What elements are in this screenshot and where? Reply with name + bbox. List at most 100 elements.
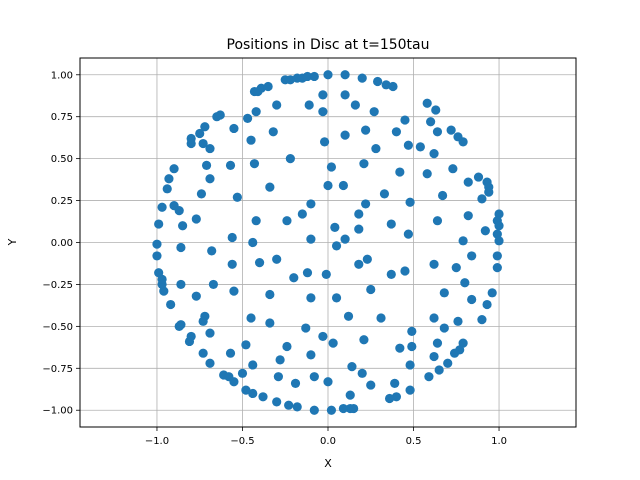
data-point-115 (429, 313, 439, 323)
data-point-192 (272, 254, 282, 264)
y-tick-label-5: 0.25 (51, 196, 73, 207)
data-point-201 (361, 199, 371, 209)
data-point-48 (292, 402, 302, 412)
x-axis-ticks: −1.0 −0.5 0.0 0.5 1.0 (145, 427, 507, 447)
data-point-144 (321, 269, 331, 279)
data-point-45 (338, 403, 348, 414)
data-point-157 (309, 372, 319, 382)
data-point-118 (432, 216, 443, 226)
data-point-37 (443, 358, 453, 368)
data-point-173 (198, 316, 208, 326)
data-point-29 (492, 251, 502, 261)
data-point-14 (243, 113, 253, 123)
chart-title: Positions in Disc at t=150tau (227, 37, 430, 53)
data-point-182 (205, 143, 215, 154)
data-point-203 (330, 222, 340, 233)
data-point-70 (154, 219, 164, 229)
data-point-210 (232, 192, 242, 202)
data-point-44 (349, 403, 359, 414)
data-point-5 (309, 71, 319, 82)
data-point-128 (400, 266, 410, 276)
data-point-146 (289, 273, 299, 283)
data-point-131 (366, 284, 376, 295)
x-axis-label: X (324, 457, 332, 470)
data-point-145 (302, 268, 313, 278)
data-point-133 (395, 343, 405, 353)
data-point-16 (431, 105, 441, 115)
data-point-81 (253, 86, 263, 97)
data-point-130 (362, 254, 372, 264)
data-point-171 (205, 328, 215, 338)
data-point-184 (225, 160, 236, 170)
data-point-62 (174, 321, 184, 331)
y-tick-label-3: −0.25 (42, 280, 73, 291)
data-point-105 (467, 251, 477, 261)
data-point-204 (340, 234, 350, 244)
data-point-113 (407, 341, 417, 352)
data-point-211 (174, 206, 184, 216)
data-point-150 (241, 340, 251, 350)
data-point-69 (152, 239, 162, 249)
data-point-207 (331, 293, 342, 303)
data-point-168 (207, 246, 217, 256)
data-point-123 (371, 143, 381, 154)
data-point-205 (331, 241, 342, 251)
data-point-89 (369, 107, 379, 117)
data-point-109 (453, 316, 463, 326)
data-point-42 (384, 393, 395, 404)
data-point-26 (494, 221, 504, 231)
data-point-177 (178, 221, 188, 231)
data-point-76 (186, 133, 196, 144)
data-point-142 (301, 323, 311, 333)
data-point-33 (477, 315, 487, 325)
data-point-189 (265, 182, 275, 192)
data-point-68 (152, 251, 162, 261)
data-point-98 (422, 169, 432, 179)
data-point-188 (285, 154, 295, 164)
x-tick-label-1: −0.5 (230, 436, 254, 447)
data-point-161 (347, 362, 357, 372)
data-point-9 (373, 76, 383, 87)
data-point-107 (460, 278, 470, 288)
data-point-148 (246, 313, 256, 323)
data-point-179 (196, 189, 207, 199)
data-point-143 (306, 293, 316, 303)
data-point-95 (340, 130, 350, 140)
data-points (152, 70, 504, 415)
data-point-160 (323, 377, 333, 387)
data-point-58 (198, 348, 208, 358)
data-point-8 (357, 73, 367, 83)
data-point-56 (224, 372, 234, 382)
data-point-91 (426, 117, 436, 127)
data-point-99 (448, 164, 458, 174)
data-point-186 (246, 135, 256, 145)
data-point-78 (200, 122, 210, 132)
data-point-178 (191, 214, 201, 224)
data-point-93 (403, 140, 413, 150)
data-point-20 (473, 172, 484, 182)
data-point-90 (400, 115, 410, 125)
data-point-38 (434, 365, 444, 375)
data-point-51 (258, 392, 268, 402)
data-point-7 (340, 70, 350, 80)
data-point-200 (354, 209, 364, 219)
data-point-185 (249, 159, 260, 169)
data-point-19 (458, 137, 468, 147)
data-point-155 (282, 341, 292, 352)
data-point-108 (467, 294, 477, 305)
data-point-97 (395, 167, 405, 177)
data-point-92 (432, 127, 443, 137)
data-point-163 (229, 286, 239, 296)
data-point-30 (492, 263, 502, 273)
data-point-124 (379, 189, 390, 199)
data-point-106 (451, 263, 461, 273)
y-axis-label: Y (6, 238, 19, 246)
data-point-82 (263, 81, 273, 92)
data-point-52 (248, 388, 258, 399)
data-point-103 (463, 211, 473, 221)
data-point-187 (268, 127, 278, 137)
data-point-117 (429, 259, 439, 269)
y-axis-ticks: −1.00 −0.75 −0.50 −0.25 0.00 0.25 0.50 0.75 1.00 (42, 70, 80, 417)
data-point-191 (282, 216, 292, 226)
data-point-135 (390, 378, 400, 388)
